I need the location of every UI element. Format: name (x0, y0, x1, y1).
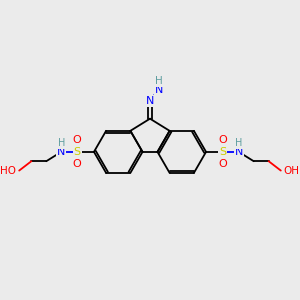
Text: HO: HO (0, 167, 16, 176)
Text: S: S (74, 147, 81, 157)
Text: N: N (235, 147, 243, 157)
Text: N: N (57, 147, 65, 157)
Text: H: H (58, 139, 65, 148)
Text: O: O (73, 159, 82, 169)
Text: OH: OH (284, 167, 300, 176)
Text: N: N (146, 96, 154, 106)
Text: S: S (219, 147, 226, 157)
Text: O: O (73, 135, 82, 145)
Text: N: N (155, 85, 164, 95)
Text: O: O (218, 135, 227, 145)
Text: O: O (218, 159, 227, 169)
Text: H: H (235, 139, 242, 148)
Text: H: H (155, 76, 163, 86)
